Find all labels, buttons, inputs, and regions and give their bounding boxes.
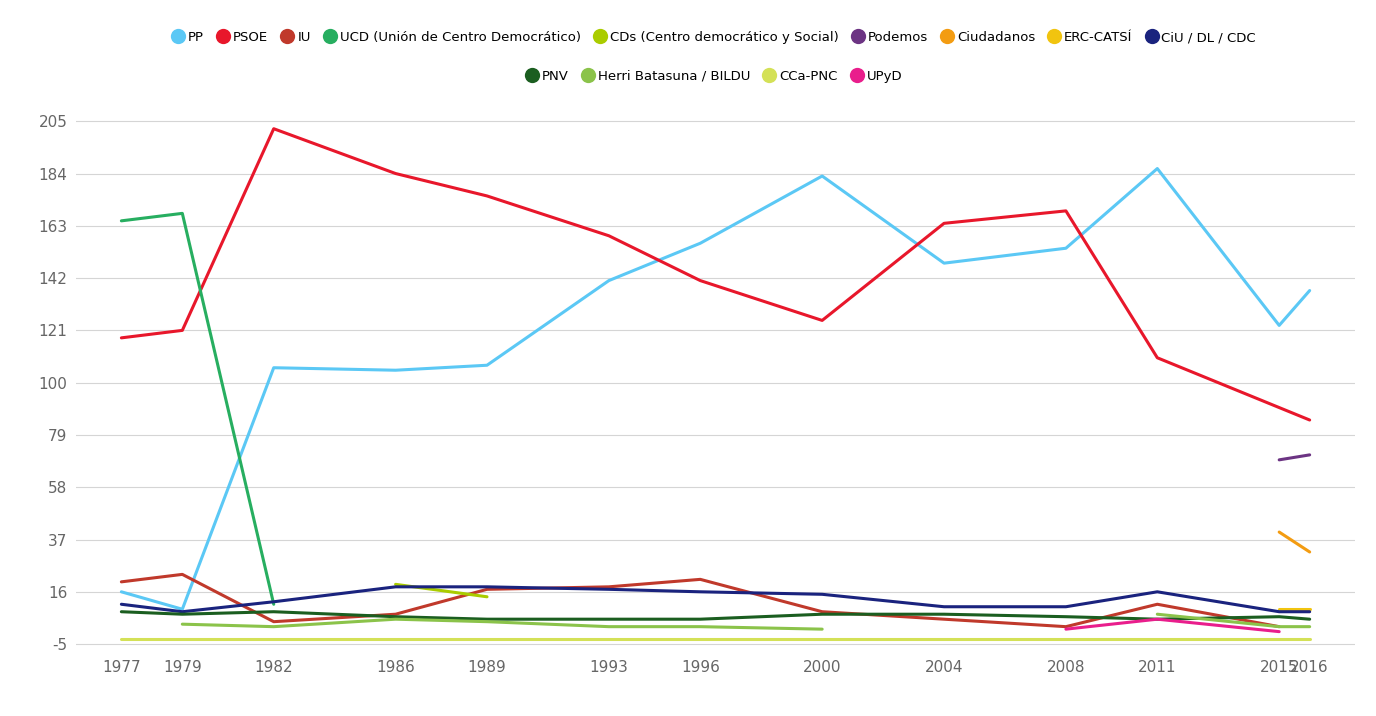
Legend: PNV, Herri Batasuna / BILDU, CCa-PNC, UPyD: PNV, Herri Batasuna / BILDU, CCa-PNC, UP… xyxy=(528,69,903,83)
